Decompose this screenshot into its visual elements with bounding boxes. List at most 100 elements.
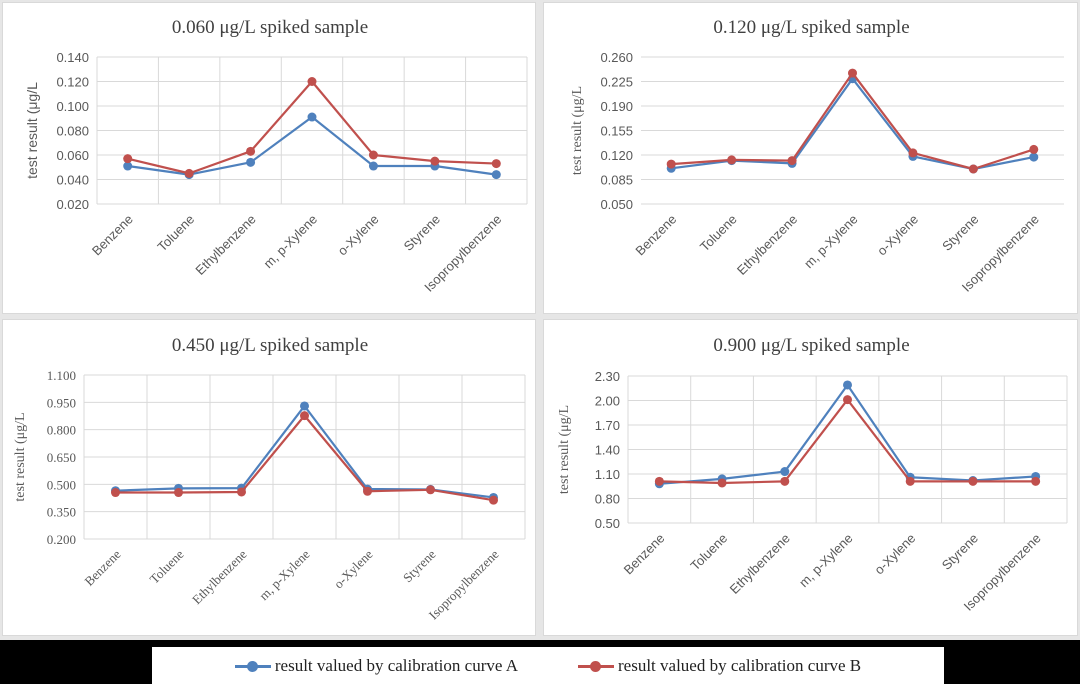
y-tick-label: 0.80 [595,492,620,507]
data-point-curve-b [489,495,498,505]
x-category-label: Toluene [147,546,187,586]
chart-panel-0450: 0.450 μg/L spiked sample 0.200 0.350 0.500 0… [2,319,536,636]
data-point-curve-b [246,146,256,156]
data-point-curve-a [780,467,790,477]
y-tick-label: 0.200 [47,532,76,547]
y-tick-label: 1.70 [595,418,620,433]
y-tick-label: 1.40 [595,443,620,458]
data-point-curve-b [843,395,852,405]
x-category-label: o-Xylene [871,531,918,578]
chart-0120-svg: 0.120 μg/L spiked sample 0.050 0.085 0.120 0… [570,17,1064,295]
x-category-label: m, p-Xylene [801,212,861,272]
x-category-label: Ethylbenzene [734,212,800,278]
data-point-curve-b [363,486,372,496]
data-point-curve-a [123,161,133,171]
data-point-curve-b [968,164,978,174]
chart-panel-0060: 0.060 μg/L spiked sample 0.020 0.040 0.060 0… [2,2,536,314]
x-category-label: Styrene [939,212,981,254]
series-line-curve-b [659,398,1036,485]
y-tick-label: 0.020 [56,197,89,212]
x-category-label: Styrene [400,546,439,585]
chart-0900-svg: 0.900 μg/L spiked sample 0.50 0.80 1.10 1.40… [557,335,1068,614]
chart-title: 0.900 μg/L spiked sample [713,335,909,356]
x-category-label: Ethylbenzene [189,546,250,607]
legend-swatch-curve-a [234,659,271,673]
chart-panel-0120: 0.120 μg/L spiked sample 0.050 0.085 0.120 0… [543,2,1078,314]
y-axis-label: test result (μg/L [24,82,40,179]
x-category-label: Toluene [697,212,740,255]
data-point-curve-b [123,154,133,164]
data-point-curve-b [1031,476,1041,486]
y-axis-label: test result (μg/L [13,412,28,501]
y-tick-label: 0.040 [56,173,89,188]
data-point-curve-b [727,155,737,165]
data-point-curve-a [300,401,309,411]
x-category-label: o-Xylene [331,546,376,591]
y-axis-label: test result (μg/L [557,405,572,494]
x-category-label: Benzene [81,546,123,588]
data-point-curve-b [174,488,183,498]
data-point-curve-b [666,159,676,169]
data-point-curve-b [368,150,378,160]
x-category-label: Toluene [687,531,730,574]
chart-panel-0900: 0.900 μg/L spiked sample 0.50 0.80 1.10 1.40… [543,319,1078,636]
x-category-label: m, p-Xylene [260,212,320,272]
data-point-curve-a [843,380,852,390]
chart-0450-svg: 0.450 μg/L spiked sample 0.200 0.350 0.500 0… [13,335,526,622]
data-point-curve-b [717,478,727,488]
x-category-label: m, p-Xylene [796,531,856,591]
data-point-curve-b [300,411,309,421]
legend-label-curve-a: result valued by calibration curve A [274,655,518,675]
x-category-label: Benzene [632,212,679,259]
data-point-curve-a [368,161,378,171]
data-point-curve-b [307,77,317,86]
y-tick-label: 1.100 [47,368,76,383]
data-point-curve-b [848,68,857,78]
chart-title: 0.120 μg/L spiked sample [713,17,909,38]
y-tick-label: 1.10 [595,467,620,482]
y-tick-label: 0.50 [595,516,620,531]
y-tick-label: 0.100 [56,99,89,114]
chart-title: 0.450 μg/L spiked sample [172,335,368,356]
data-point-curve-b [905,476,915,486]
x-category-label: o-Xylene [874,212,921,259]
data-point-curve-a [1029,152,1039,162]
data-point-curve-b [184,168,194,178]
data-point-curve-b [1029,144,1039,154]
chart-0060-svg: 0.060 μg/L spiked sample 0.020 0.040 0.060 0… [24,17,528,295]
data-point-curve-b [654,476,664,486]
data-point-curve-b [111,488,120,498]
data-point-curve-b [780,476,790,486]
chart-title: 0.060 μg/L spiked sample [172,17,368,38]
data-point-curve-b [968,476,978,486]
data-point-curve-b [430,156,440,166]
y-tick-label: 0.155 [600,124,633,139]
y-tick-label: 0.650 [47,450,76,465]
x-category-label: o-Xylene [335,212,382,259]
x-category-label: Benzene [621,531,668,578]
x-category-label: Styrene [401,212,443,254]
y-tick-label: 0.225 [600,75,633,90]
y-tick-label: 0.800 [47,423,76,438]
y-tick-label: 0.190 [600,99,633,114]
y-tick-label: 0.080 [56,124,89,139]
data-point-curve-b [426,485,435,495]
y-axis-label: test result (μg/L [570,86,585,175]
y-tick-label: 2.00 [595,394,620,409]
data-point-curve-b [491,159,501,169]
x-category-label: m, p-Xylene [256,546,313,603]
y-tick-label: 0.350 [47,505,76,520]
data-point-curve-a [246,157,256,167]
y-tick-label: 0.500 [47,477,76,492]
x-category-label: Benzene [89,212,136,259]
data-point-curve-a [491,170,501,180]
legend-item-curve-b: result valued by calibration curve B [578,656,861,676]
legend-swatch-curve-b [578,659,614,673]
series-line-curve-a [127,115,497,176]
data-point-curve-b [237,487,246,497]
y-tick-label: 0.120 [56,75,89,90]
y-tick-label: 0.050 [600,197,633,212]
y-tick-label: 0.950 [47,395,76,410]
y-tick-label: 0.140 [56,50,89,65]
series-line-curve-b [127,80,497,175]
